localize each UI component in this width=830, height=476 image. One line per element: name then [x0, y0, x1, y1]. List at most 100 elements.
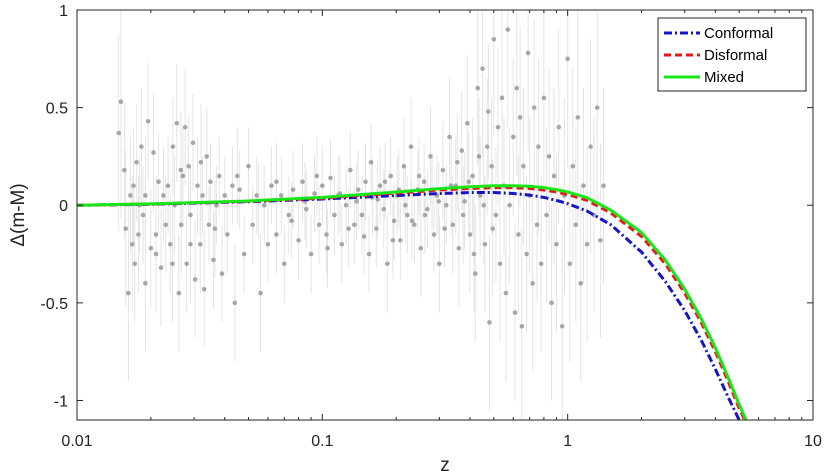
data-point — [505, 27, 511, 32]
data-point — [491, 36, 497, 42]
x-axis: 0.01 0.1 1 10 — [61, 10, 822, 450]
data-point — [265, 241, 271, 247]
data-point — [180, 173, 186, 179]
data-point — [216, 173, 222, 179]
x-tick-label: 0.1 — [311, 433, 333, 450]
data-point — [176, 290, 182, 296]
data-point — [230, 183, 235, 189]
data-point — [422, 212, 428, 218]
data-point — [222, 193, 228, 198]
data-point — [136, 232, 141, 237]
y-tick-label: -0.5 — [40, 296, 68, 313]
data-point — [128, 193, 133, 198]
data-point — [296, 238, 301, 243]
data-point — [153, 251, 159, 257]
data-point — [332, 212, 337, 218]
data-point — [416, 173, 422, 179]
data-point — [471, 251, 477, 257]
data-point — [132, 261, 138, 267]
data-point — [388, 173, 394, 179]
data-point — [170, 144, 176, 149]
legend-label-conformal: Conformal — [704, 25, 773, 42]
data-point — [524, 251, 529, 257]
legend-label-disformal: Disformal — [704, 47, 767, 64]
error-bars — [118, 10, 605, 420]
data-point — [346, 226, 351, 231]
y-axis-label: Δ(m-M) — [8, 183, 29, 246]
data-point — [116, 130, 122, 136]
data-point — [418, 245, 424, 251]
data-point — [493, 212, 499, 218]
data-point — [375, 197, 380, 202]
data-point — [339, 241, 345, 247]
data-point — [544, 212, 549, 218]
data-point — [601, 183, 606, 189]
data-point — [198, 159, 204, 165]
data-point — [320, 183, 325, 189]
data-point — [499, 95, 505, 101]
series-mixed-line — [77, 184, 748, 420]
data-point — [472, 271, 478, 276]
data-point — [442, 226, 447, 231]
data-point — [584, 241, 590, 247]
data-point — [314, 173, 320, 179]
data-point — [436, 199, 441, 204]
data-point — [246, 163, 251, 169]
data-point — [578, 281, 583, 286]
data-point — [214, 202, 219, 208]
data-point — [212, 226, 218, 231]
data-point — [456, 245, 462, 251]
data-point — [581, 183, 586, 189]
data-point — [190, 140, 196, 146]
data-point — [594, 105, 600, 110]
data-point — [565, 56, 570, 62]
x-axis-label: z — [440, 455, 450, 476]
data-point — [204, 154, 210, 159]
data-point — [151, 150, 156, 155]
data-point — [300, 179, 305, 185]
series-disformal-line — [77, 186, 747, 420]
data-point — [554, 241, 559, 247]
data-point — [374, 226, 379, 231]
data-point — [316, 222, 322, 228]
data-point — [549, 300, 554, 306]
data-point — [546, 154, 552, 159]
data-point — [486, 109, 491, 114]
data-point — [250, 222, 255, 228]
data-point — [200, 193, 205, 198]
x-tick-label: 1 — [563, 433, 572, 450]
data-point — [178, 167, 184, 173]
data-point — [519, 323, 525, 329]
data-point — [274, 232, 279, 237]
data-point — [219, 271, 225, 276]
y-tick-label: 0 — [59, 198, 68, 215]
data-point — [225, 232, 230, 237]
plot-frame — [76, 9, 814, 421]
data-point — [466, 179, 471, 185]
data-point — [241, 251, 247, 257]
data-point — [286, 212, 292, 218]
data-point — [139, 144, 144, 149]
data-point — [507, 202, 512, 208]
data-point — [289, 218, 294, 224]
data-point — [541, 95, 547, 101]
data-point — [131, 183, 136, 189]
data-point — [232, 300, 238, 306]
data-point — [385, 261, 390, 267]
data-point — [536, 144, 541, 149]
data-point — [440, 167, 446, 173]
data-point — [308, 251, 314, 257]
data-point — [403, 202, 408, 208]
data-point — [484, 144, 490, 149]
y-tick-label: 0.5 — [46, 101, 68, 118]
data-point — [153, 232, 159, 237]
data-point — [495, 124, 501, 130]
data-point — [421, 179, 427, 185]
data-point — [126, 290, 131, 296]
data-point — [514, 85, 520, 91]
data-point — [261, 202, 267, 208]
data-point — [188, 241, 193, 247]
data-point — [282, 261, 287, 267]
data-point — [475, 85, 481, 91]
